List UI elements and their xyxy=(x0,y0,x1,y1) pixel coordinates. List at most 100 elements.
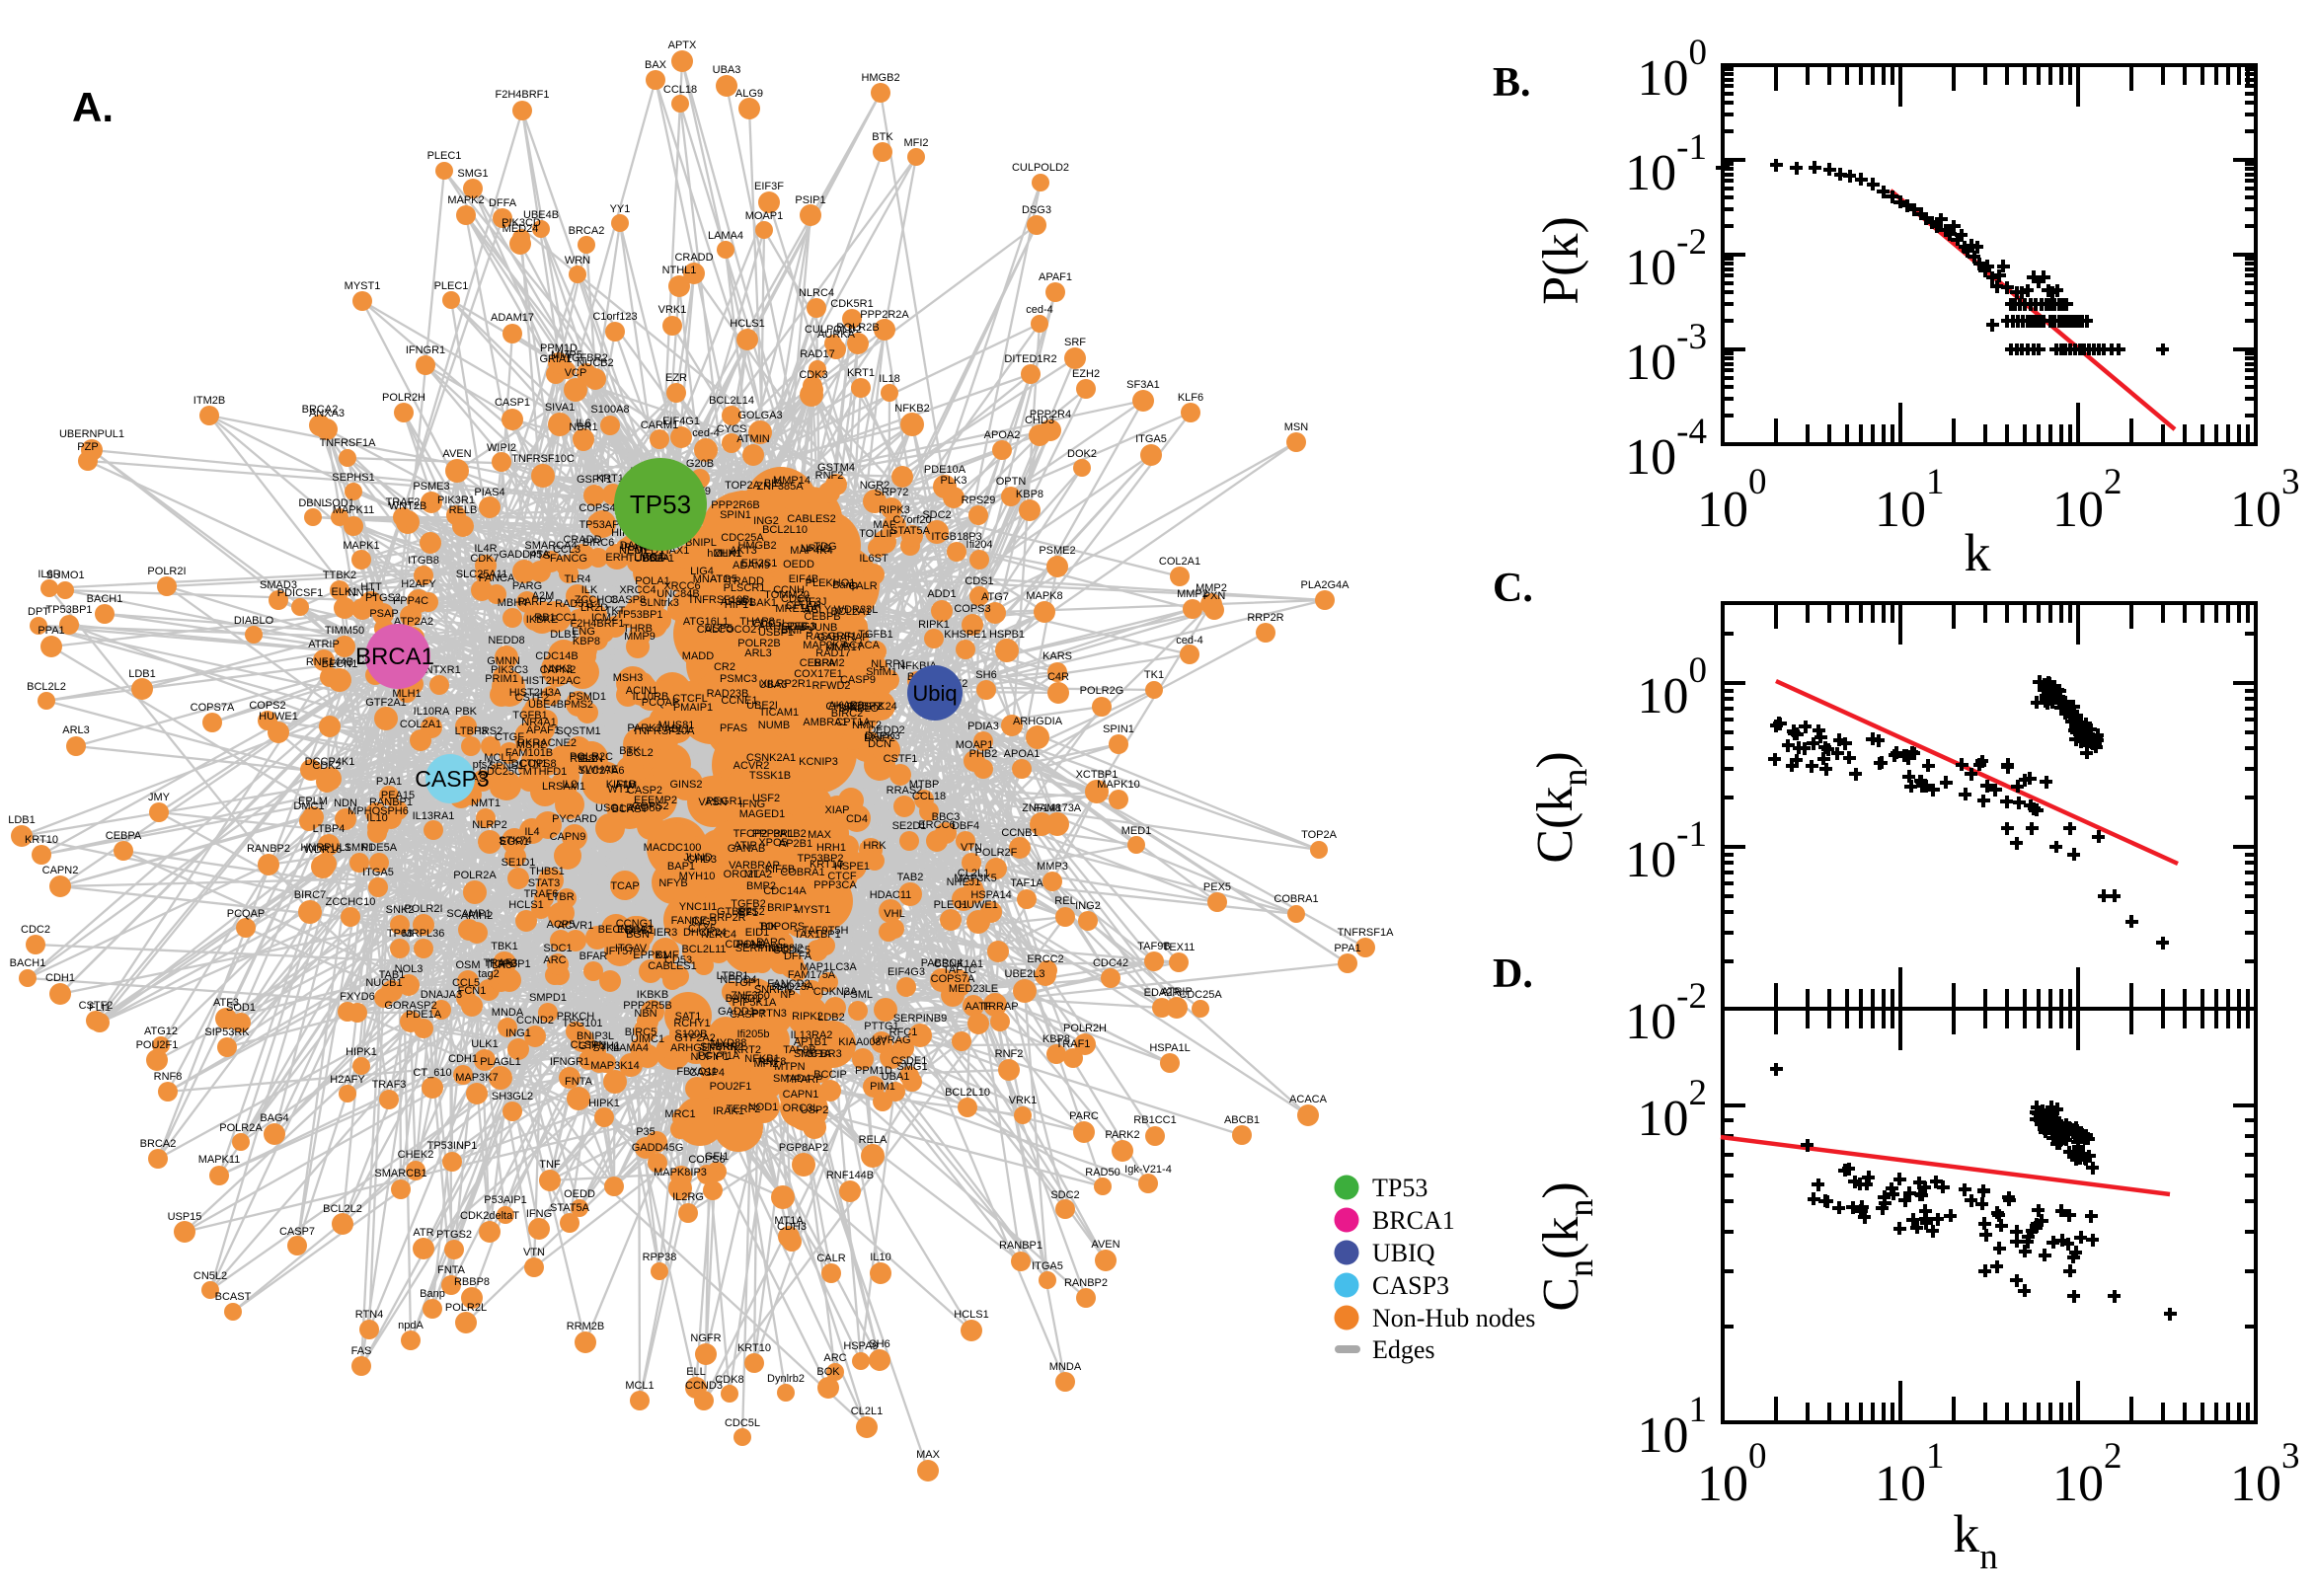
svg-text:Tnfaip8l2: Tnfaip8l2 xyxy=(758,943,803,954)
svg-text:MCL1: MCL1 xyxy=(484,752,512,764)
svg-text:CABLES1: CABLES1 xyxy=(648,960,697,972)
svg-text:CDH1: CDH1 xyxy=(45,972,75,984)
svg-text:MAPK11: MAPK11 xyxy=(198,1154,241,1166)
svg-text:PPP2R6B: PPP2R6B xyxy=(711,499,760,511)
svg-text:MNDA: MNDA xyxy=(492,1007,524,1019)
svg-text:TFCP2: TFCP2 xyxy=(733,828,768,840)
svg-text:CASP7: CASP7 xyxy=(279,1226,315,1238)
svg-text:PBK: PBK xyxy=(455,706,478,718)
svg-text:LDB1: LDB1 xyxy=(8,814,36,826)
svg-text:ADAM9: ADAM9 xyxy=(733,560,770,571)
svg-text:POLR2I: POLR2I xyxy=(147,566,186,577)
svg-text:MLH1: MLH1 xyxy=(392,688,421,700)
svg-text:NFYB: NFYB xyxy=(658,877,687,889)
svg-text:BMP2: BMP2 xyxy=(746,880,776,892)
svg-text:DOK2: DOK2 xyxy=(1067,448,1097,460)
svg-text:FBXO11: FBXO11 xyxy=(676,1066,717,1078)
svg-text:TAB1: TAB1 xyxy=(379,969,406,981)
svg-text:EIF4G3: EIF4G3 xyxy=(888,966,925,978)
svg-text:CEBPB: CEBPB xyxy=(804,611,840,623)
svg-text:MAX: MAX xyxy=(808,829,832,841)
svg-text:CTGF: CTGF xyxy=(495,731,524,743)
svg-text:BTK: BTK xyxy=(619,745,641,757)
svg-text:C.: C. xyxy=(1493,566,1533,611)
svg-text:LTBP3: LTBP3 xyxy=(455,725,488,737)
svg-text:MED23LE: MED23LE xyxy=(949,983,998,995)
svg-text:ZNF350: ZNF350 xyxy=(731,990,770,1002)
svg-text:CSNK1A1: CSNK1A1 xyxy=(934,958,983,970)
svg-text:IL4R: IL4R xyxy=(474,543,497,555)
svg-text:UBERNPUL1: UBERNPUL1 xyxy=(59,428,124,440)
svg-text:SF1: SF1 xyxy=(738,907,758,919)
svg-text:ITGAV: ITGAV xyxy=(615,943,648,954)
svg-text:APOA1: APOA1 xyxy=(1004,748,1041,760)
svg-text:IFNG: IFNG xyxy=(739,798,765,810)
svg-text:hMLH1: hMLH1 xyxy=(707,548,741,560)
svg-text:MAP3K5: MAP3K5 xyxy=(954,873,996,884)
svg-text:ELK1: ELK1 xyxy=(332,586,358,598)
svg-text:IL18: IL18 xyxy=(879,373,899,385)
svg-text:PIAS4: PIAS4 xyxy=(474,487,504,498)
svg-text:NEDD8: NEDD8 xyxy=(488,635,524,646)
svg-text:CASP8: CASP8 xyxy=(610,594,646,606)
svg-text:CDK7: CDK7 xyxy=(470,553,499,565)
svg-text:RIPK1: RIPK1 xyxy=(918,619,950,631)
svg-text:NMT2: NMT2 xyxy=(852,720,882,731)
svg-text:AVEN: AVEN xyxy=(1091,1239,1119,1251)
svg-text:CDK2deltaT: CDK2deltaT xyxy=(460,1210,519,1222)
svg-text:DNAJA3: DNAJA3 xyxy=(421,989,462,1001)
svg-text:TP53BP1: TP53BP1 xyxy=(616,609,662,621)
svg-text:SAT1: SAT1 xyxy=(675,1011,702,1023)
svg-text:NGR2: NGR2 xyxy=(860,480,890,492)
svg-text:SPIN1: SPIN1 xyxy=(1103,723,1134,735)
svg-text:COPS2: COPS2 xyxy=(632,800,668,812)
svg-text:BCL2L2: BCL2L2 xyxy=(323,1203,362,1215)
svg-text:CTCF: CTCF xyxy=(827,871,857,882)
svg-text:POU2F1: POU2F1 xyxy=(710,1081,752,1093)
svg-text:TSG101: TSG101 xyxy=(563,1018,603,1029)
svg-text:MYD88: MYD88 xyxy=(711,1037,747,1049)
svg-text:STK74: STK74 xyxy=(499,835,532,847)
svg-text:KRT2: KRT2 xyxy=(733,1044,761,1056)
svg-text:CHEK2: CHEK2 xyxy=(398,1149,434,1161)
svg-text:CDC5L: CDC5L xyxy=(725,1417,760,1429)
svg-text:PPA1: PPA1 xyxy=(38,625,64,637)
svg-text:HNRPUL1: HNRPUL1 xyxy=(300,842,350,854)
svg-text:D.: D. xyxy=(1493,951,1533,997)
svg-text:PARK2: PARK2 xyxy=(627,722,661,734)
svg-text:TOP1: TOP1 xyxy=(733,977,762,989)
svg-text:TAX1BP1: TAX1BP1 xyxy=(794,929,841,941)
svg-text:CCNE1: CCNE1 xyxy=(721,695,757,707)
svg-text:CALCOCO2: CALCOCO2 xyxy=(697,624,757,636)
svg-text:CDKN2A: CDKN2A xyxy=(813,986,858,998)
svg-text:PSME3: PSME3 xyxy=(413,481,449,493)
svg-text:CABLES2: CABLES2 xyxy=(787,513,836,525)
svg-text:CEBPZ: CEBPZ xyxy=(847,701,884,713)
svg-text:CCNG1: CCNG1 xyxy=(616,918,655,930)
svg-text:RRM2: RRM2 xyxy=(813,657,844,669)
svg-text:SDC2: SDC2 xyxy=(1050,1189,1079,1201)
svg-text:NTHL1: NTHL1 xyxy=(662,265,697,276)
svg-text:ERCC6: ERCC6 xyxy=(918,819,955,831)
svg-text:UBE2I: UBE2I xyxy=(746,700,778,712)
svg-text:RELB: RELB xyxy=(449,504,478,516)
svg-text:CSTF2: CSTF2 xyxy=(79,1000,114,1012)
svg-text:WNT2B: WNT2B xyxy=(389,500,427,512)
svg-text:SMG1: SMG1 xyxy=(896,1061,927,1073)
svg-text:P53AIP1: P53AIP1 xyxy=(484,1194,526,1206)
svg-text:PSME2: PSME2 xyxy=(1039,545,1075,557)
svg-text:MAP4K4: MAP4K4 xyxy=(790,545,832,557)
svg-text:GANAB: GANAB xyxy=(728,843,766,855)
svg-text:XRCC6: XRCC6 xyxy=(663,580,700,592)
svg-text:IFT57: IFT57 xyxy=(606,946,635,957)
svg-text:CCNH: CCNH xyxy=(773,584,805,596)
svg-text:VRK1: VRK1 xyxy=(1009,1095,1038,1106)
svg-text:CCL5: CCL5 xyxy=(452,977,480,989)
svg-text:CN5L2: CN5L2 xyxy=(193,1270,227,1282)
svg-text:AVEN: AVEN xyxy=(442,448,471,460)
svg-text:POLR2B: POLR2B xyxy=(737,638,780,649)
svg-text:USF2: USF2 xyxy=(752,793,780,804)
svg-text:GADD45G: GADD45G xyxy=(632,1142,684,1154)
svg-text:UNC84B: UNC84B xyxy=(656,588,699,600)
svg-text:AMBRA1: AMBRA1 xyxy=(803,717,847,728)
